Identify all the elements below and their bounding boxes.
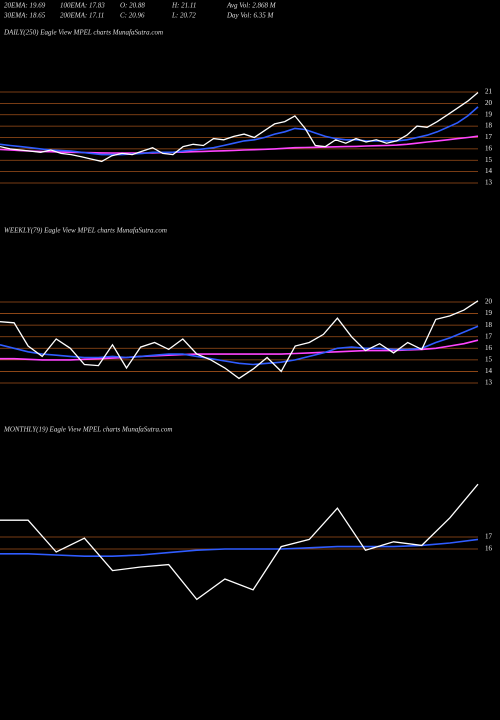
y-tick-label: 18 <box>485 122 493 130</box>
series-line <box>0 325 479 366</box>
y-tick-label: 15 <box>485 156 493 164</box>
header-stat: O: 20.88 <box>120 2 145 10</box>
header-stat: 200EMA: 17.11 <box>60 12 104 20</box>
y-tick-label: 17 <box>485 533 493 541</box>
series-line <box>0 538 479 557</box>
y-tick-label: 21 <box>485 88 493 96</box>
header-stat: 20EMA: 19.69 <box>4 2 46 10</box>
y-tick-label: 13 <box>485 179 493 187</box>
y-tick-label: 17 <box>485 332 493 340</box>
header-stat: L: 20.72 <box>171 12 196 20</box>
panel-title: DAILY(250) Eagle View MPEL charts Munafa… <box>3 29 163 37</box>
header-stat: H: 21.11 <box>171 2 196 10</box>
header-stat: 30EMA: 18.65 <box>3 12 46 20</box>
y-tick-label: 19 <box>485 309 493 317</box>
panel-title: MONTHLY(19) Eagle View MPEL charts Munaf… <box>3 426 172 434</box>
y-tick-label: 13 <box>485 379 493 387</box>
y-tick-label: 20 <box>485 298 493 306</box>
y-tick-label: 14 <box>485 367 493 375</box>
header-stat: 100EMA: 17.83 <box>60 2 105 10</box>
y-tick-label: 17 <box>485 133 493 141</box>
y-tick-label: 14 <box>485 167 493 175</box>
header-stat: Day Vol: 6.35 M <box>226 12 274 20</box>
y-tick-label: 15 <box>485 355 493 363</box>
header-stat: C: 20.96 <box>120 12 145 20</box>
y-tick-label: 16 <box>485 545 493 553</box>
series-line <box>0 106 479 156</box>
series-line <box>0 483 479 601</box>
panel-title: WEEKLY(79) Eagle View MPEL charts Munafa… <box>4 227 167 235</box>
y-tick-label: 16 <box>485 144 493 152</box>
y-tick-label: 20 <box>485 99 493 107</box>
y-tick-label: 16 <box>485 344 493 352</box>
series-line <box>0 300 479 380</box>
y-tick-label: 19 <box>485 110 493 118</box>
y-tick-label: 18 <box>485 321 493 329</box>
series-line <box>0 92 479 163</box>
header-stat: Avg Vol: 2.868 M <box>226 2 277 10</box>
